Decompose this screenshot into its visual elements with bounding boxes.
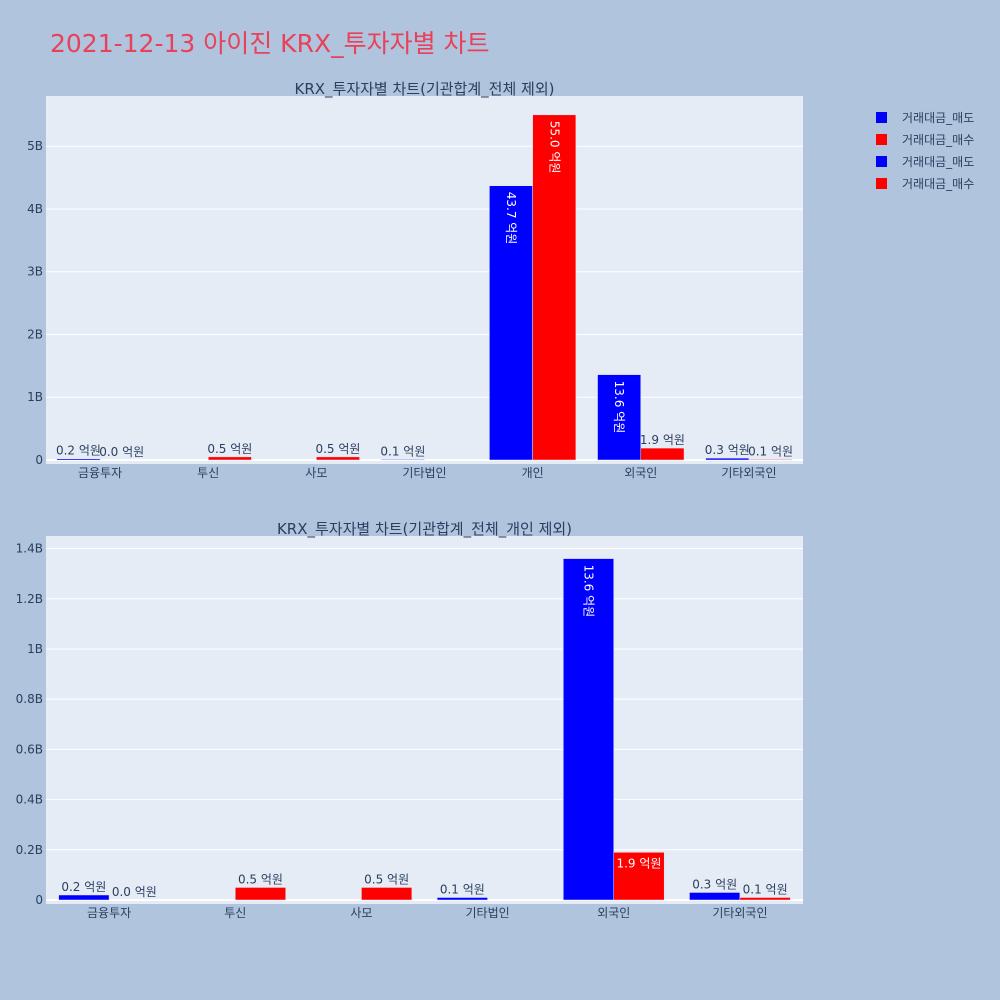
legend-label: 거래대금_매도 xyxy=(902,154,975,169)
x-tick-label: 외국인 xyxy=(597,906,630,920)
bar xyxy=(380,459,425,461)
y-tick-label: 2B xyxy=(27,327,43,341)
bar xyxy=(563,558,614,901)
data-label: 0.3 억원 xyxy=(705,443,750,457)
y-tick-label: 4B xyxy=(27,202,43,216)
data-label: 0.0 억원 xyxy=(99,445,144,459)
bar xyxy=(316,456,360,461)
x-tick-label: 투신 xyxy=(224,906,246,920)
x-tick-label: 기타외국인 xyxy=(721,466,776,480)
data-label: 0.1 억원 xyxy=(743,882,788,896)
bar xyxy=(235,887,286,901)
chart-title: KRX_투자자별 차트(기관합계_전체 제외) xyxy=(295,80,555,99)
data-label: 1.9 억원 xyxy=(616,856,661,870)
x-tick-label: 외국인 xyxy=(624,466,657,480)
chart-1: 0 1B 2B 3B 4B 5B KRX_투자자별 차트(기관합계_전체 제외) 금융투자 0.… xyxy=(27,80,803,480)
y-tick-label: 0.4B xyxy=(16,793,43,807)
legend-label: 거래대금_매수 xyxy=(902,132,975,147)
bar xyxy=(640,447,685,461)
y-tick-label: 1B xyxy=(27,390,43,404)
x-tick-label: 기타법인 xyxy=(465,906,509,920)
data-label: 43.7 억원 xyxy=(504,192,518,245)
legend-label: 거래대금_매도 xyxy=(902,110,975,125)
legend-swatch xyxy=(876,177,887,189)
y-tick-label: 0 xyxy=(35,453,43,467)
bar xyxy=(58,894,110,901)
data-label: 0.5 억원 xyxy=(364,872,409,886)
x-tick-label: 기타외국인 xyxy=(712,906,767,920)
bar xyxy=(361,887,413,901)
x-tick-label: 투신 xyxy=(197,466,219,480)
plot-background xyxy=(46,536,803,904)
data-label: 0.5 억원 xyxy=(315,442,360,456)
data-label: 0.3 억원 xyxy=(692,877,737,891)
x-tick-label: 기타법인 xyxy=(402,466,446,480)
data-label: 0.1 억원 xyxy=(748,444,793,458)
x-tick-label: 금융투자 xyxy=(78,466,122,480)
y-tick-label: 1.2B xyxy=(16,592,43,606)
chart-title: KRX_투자자별 차트(기관합계_전체_개인 제외) xyxy=(277,520,572,539)
legend-item[interactable]: 거래대금_매수 xyxy=(876,172,974,194)
legend-label: 거래대금_매수 xyxy=(902,176,975,191)
bar xyxy=(207,456,252,461)
legend-item[interactable]: 거래대금_매수 xyxy=(876,128,974,150)
bar xyxy=(56,458,101,461)
bar xyxy=(597,374,642,461)
data-label: 0.5 억원 xyxy=(207,442,252,456)
bar xyxy=(705,457,750,461)
data-label: 55.0 억원 xyxy=(547,121,561,174)
data-label: 0.1 억원 xyxy=(440,882,485,896)
y-tick-label: 1.4B xyxy=(16,542,43,556)
data-label: 0.2 억원 xyxy=(56,444,101,458)
data-label: 13.6 억원 xyxy=(582,565,596,618)
legend-swatch xyxy=(876,155,887,167)
legend-item[interactable]: 거래대금_매도 xyxy=(876,150,974,172)
legend[interactable]: 거래대금_매도 거래대금_매수 거래대금_매도 거래대금_매수 xyxy=(876,106,974,194)
y-tick-label: 5B xyxy=(27,139,43,153)
legend-swatch xyxy=(876,133,887,145)
data-label: 0.0 억원 xyxy=(112,885,157,899)
bar xyxy=(739,897,791,901)
data-label: 0.5 억원 xyxy=(238,872,283,886)
x-tick-label: 사모 xyxy=(305,466,327,480)
y-tick-label: 0.2B xyxy=(16,843,43,857)
bar xyxy=(532,114,577,461)
bar xyxy=(613,852,665,901)
y-tick-label: 0.6B xyxy=(16,742,43,756)
legend-swatch xyxy=(876,111,887,123)
y-tick-label: 0 xyxy=(35,893,43,907)
plot-background xyxy=(46,96,803,464)
y-tick-label: 1B xyxy=(27,642,43,656)
chart-2: 0 0.2B 0.4B 0.6B 0.8B 1B 1.2B 1.4B KRX_투자자별 차트(기… xyxy=(16,520,803,920)
data-label: 13.6 억원 xyxy=(612,381,626,434)
bar xyxy=(689,892,741,901)
data-label: 0.2 억원 xyxy=(61,880,106,894)
y-tick-label: 0.8B xyxy=(16,692,43,706)
bar xyxy=(748,459,793,461)
x-tick-label: 사모 xyxy=(350,906,372,920)
data-label: 0.1 억원 xyxy=(380,444,425,458)
page-title: 2021-12-13 아이진 KRX_투자자별 차트 xyxy=(50,29,490,58)
y-tick-label: 3B xyxy=(27,265,43,279)
x-tick-label: 개인 xyxy=(522,466,544,480)
data-label: 1.9 억원 xyxy=(640,433,685,447)
x-tick-label: 금융투자 xyxy=(87,906,131,920)
bar xyxy=(436,897,488,901)
legend-item[interactable]: 거래대금_매도 xyxy=(876,106,974,128)
